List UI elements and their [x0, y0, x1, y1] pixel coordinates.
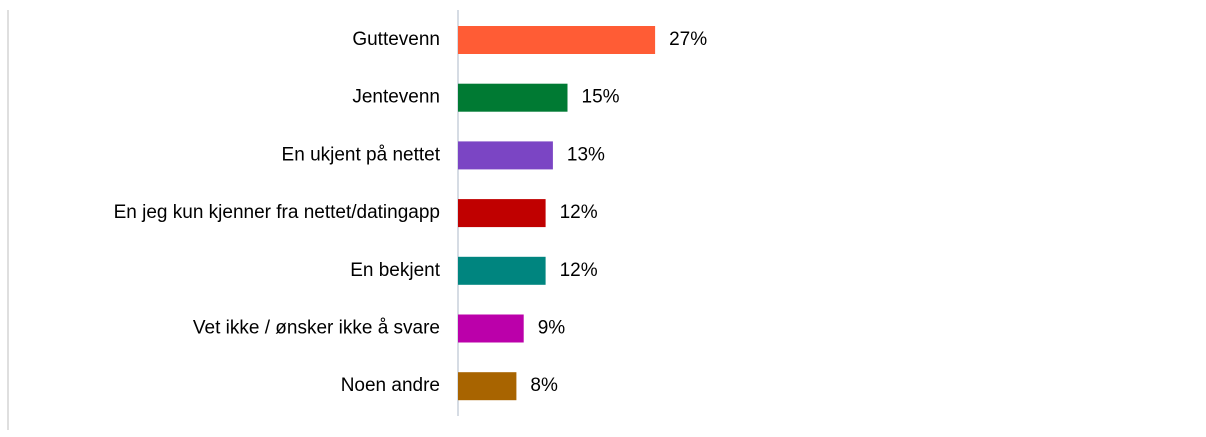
value-label: 9%	[538, 318, 566, 339]
bar	[458, 256, 546, 285]
value-label: 8%	[530, 375, 558, 396]
bar	[458, 199, 546, 228]
value-label: 13%	[567, 144, 605, 165]
category-label: En bekjent	[350, 260, 441, 281]
bar	[458, 314, 524, 343]
bar	[458, 83, 568, 112]
category-label: En jeg kun kjenner fra nettet/datingapp	[114, 202, 440, 223]
category-label: Guttevenn	[352, 29, 440, 50]
value-label: 12%	[560, 260, 598, 281]
bar	[458, 141, 553, 170]
value-label: 12%	[560, 202, 598, 223]
bar	[458, 26, 656, 54]
bar	[458, 372, 517, 401]
category-label: Vet ikke / ønsker ikke å svare	[193, 318, 440, 339]
value-label: 27%	[669, 29, 707, 50]
category-label: En ukjent på nettet	[282, 144, 441, 165]
value-label: 15%	[582, 87, 620, 108]
category-label: Noen andre	[341, 375, 440, 396]
category-label: Jentevenn	[352, 87, 440, 108]
